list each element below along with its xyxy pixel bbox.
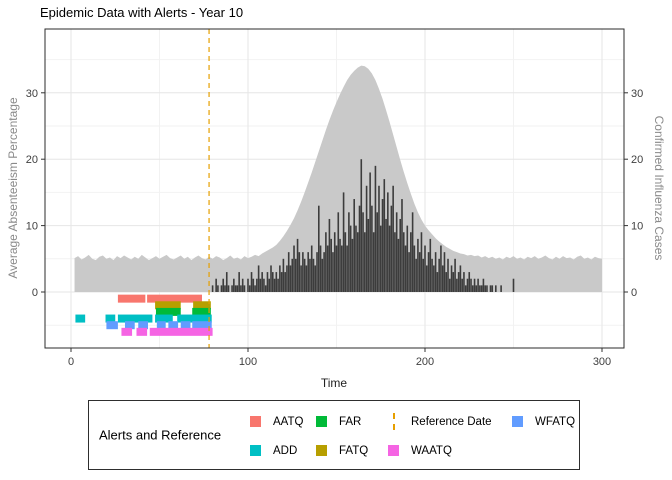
- alert-mark-wfatq: [156, 321, 166, 330]
- alert-mark-add: [75, 314, 86, 323]
- y-axis-left-title: Average Absenteeism Percentage: [6, 97, 20, 279]
- absenteeism-area: [74, 65, 603, 293]
- panel-border: [44, 28, 625, 349]
- legend-title: Alerts and Reference: [99, 427, 222, 443]
- svg-text:300: 300: [593, 356, 611, 368]
- legend-key-square: [512, 415, 523, 427]
- svg-text:10: 10: [631, 221, 643, 233]
- legend-item-label: ADD: [273, 444, 298, 457]
- alert-mark-wfatq: [138, 321, 148, 330]
- legend-item-label: FATQ: [339, 444, 369, 457]
- legend-key-square: [250, 444, 261, 456]
- alert-mark-wfatq: [124, 321, 135, 330]
- alert-marks: [75, 294, 213, 336]
- alert-mark-aatq: [147, 294, 202, 303]
- alert-mark-wfatq: [180, 321, 191, 330]
- alert-mark-far: [155, 307, 181, 316]
- svg-text:0: 0: [32, 287, 38, 299]
- svg-text:0: 0: [631, 287, 637, 299]
- alert-mark-wfatq: [106, 321, 118, 330]
- svg-text:30: 30: [631, 88, 643, 100]
- axis-ticks: [41, 92, 628, 352]
- svg-text:100: 100: [239, 356, 257, 368]
- axis-tick-labels: 0 100 200 300 0 0 10 10 20 20 30 30: [26, 88, 644, 368]
- chart-title: Epidemic Data with Alerts - Year 10: [40, 5, 244, 20]
- legend-box: Alerts and Reference AATQ ADD FAR FATQ Refer…: [88, 400, 580, 470]
- plot-panel: 0 100 200 300 0 0 10 10 20 20 30 30: [26, 28, 644, 368]
- influenza-bars: [211, 159, 515, 292]
- alert-mark-waatq: [121, 327, 133, 336]
- legend-key-square: [388, 444, 399, 456]
- x-axis-title: Time: [320, 376, 348, 390]
- svg-text:10: 10: [26, 221, 38, 233]
- svg-text:20: 20: [26, 154, 38, 166]
- svg-text:200: 200: [416, 356, 434, 368]
- alert-mark-fatq: [155, 301, 181, 310]
- legend-key-square: [316, 415, 327, 427]
- alert-mark-aatq: [117, 294, 146, 303]
- alert-mark-add: [155, 314, 173, 323]
- alert-mark-wfatq: [192, 321, 212, 330]
- legend-item-label: AATQ: [273, 415, 304, 428]
- legend-key-dashed-line: [393, 412, 395, 430]
- legend-key-square: [316, 444, 327, 456]
- legend-key-square: [250, 415, 261, 427]
- y-axis-right-title: Confirmed Influenza Cases: [652, 115, 666, 261]
- alert-mark-far: [192, 307, 211, 316]
- svg-text:30: 30: [26, 88, 38, 100]
- legend-item-label: FAR: [339, 415, 362, 428]
- alert-mark-add: [105, 314, 116, 323]
- alert-mark-add: [117, 314, 153, 323]
- alert-mark-fatq: [193, 301, 211, 310]
- alert-mark-add: [177, 314, 212, 323]
- legend-item-label: WAATQ: [411, 444, 452, 457]
- legend-item-label: Reference Date: [411, 415, 492, 428]
- alert-mark-waatq: [149, 327, 213, 336]
- alert-mark-waatq: [136, 327, 148, 336]
- svg-text:0: 0: [68, 356, 74, 368]
- alert-mark-wfatq: [168, 321, 179, 330]
- svg-text:20: 20: [631, 154, 643, 166]
- legend-item-label: WFATQ: [535, 415, 576, 428]
